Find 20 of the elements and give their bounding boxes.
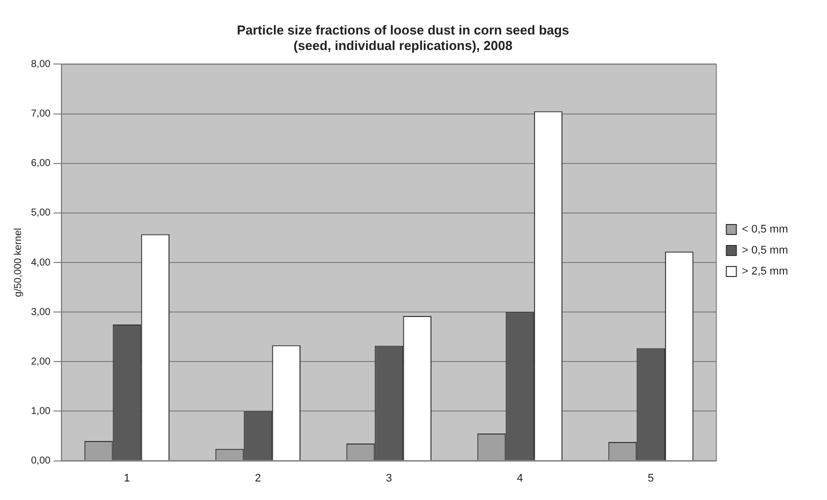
y-tick-label: 8,00 (30, 58, 51, 70)
x-tick-label: 2 (254, 472, 261, 484)
x-tick-label: 4 (516, 472, 523, 484)
y-tick-label: 1,00 (30, 406, 51, 417)
chart-title: Particle size fractions of loose dust in corn seed bags (236, 22, 570, 38)
legend-label: < 0,5 mm (742, 224, 788, 236)
legend-label: > 0,5 mm (742, 244, 788, 257)
x-tick-label: 5 (648, 472, 654, 484)
y-tick-label: 3,00 (30, 306, 51, 318)
y-tick-label: 2,00 (30, 356, 51, 368)
x-tick-label: 3 (386, 472, 392, 484)
y-tick-label: 5,00 (30, 208, 51, 219)
x-tick-label: 1 (124, 472, 130, 484)
y-tick-label: 7,00 (30, 108, 51, 120)
y-tick-label: 0,00 (30, 456, 51, 467)
legend-label: > 2,5 mm (742, 266, 788, 278)
chart-subtitle: (seed, individual replications), 2008 (294, 38, 512, 53)
y-tick-label: 4,00 (30, 257, 51, 268)
y-axis-title: g/50,000 kernel (12, 228, 24, 297)
y-tick-label: 6,00 (30, 158, 51, 170)
